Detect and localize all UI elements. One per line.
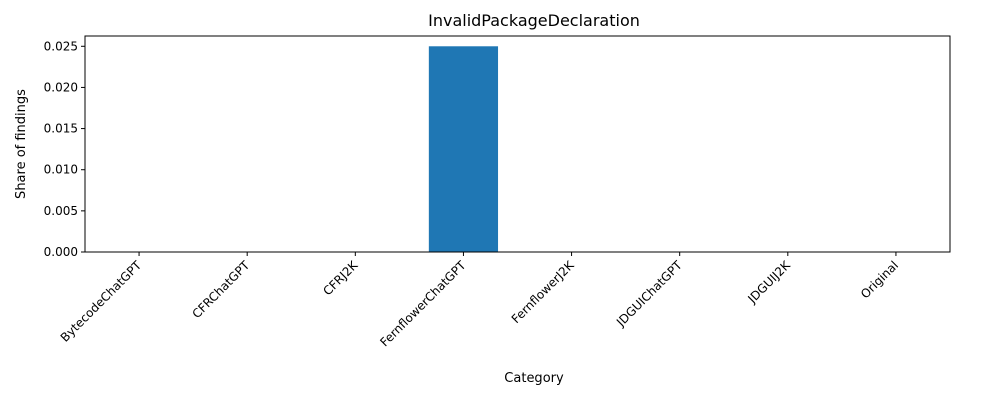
plot-area [428,46,499,253]
y-tick-label: 0.020 [44,80,78,94]
x-tick-label: BytecodeChatGPT [58,258,145,345]
y-tick-label: 0.015 [44,122,78,136]
bar [428,46,499,253]
x-tick-label: JDGUIChatGPT [613,258,685,330]
x-tick-label: FernflowerChatGPT [377,258,469,350]
y-axis: 0.000 0.005 0.010 0.015 0.020 0.025 [44,39,85,259]
x-tick-label: CFRChatGPT [189,258,252,321]
x-tick-label: Original [858,258,901,301]
y-axis-label: Share of findings [14,89,29,199]
y-tick-label: 0.000 [44,245,78,259]
axes-frame [84,35,951,253]
chart-title: InvalidPackageDeclaration [428,11,640,30]
x-tick-label: CFRJ2K [320,257,361,298]
x-tick-label: FernflowerJ2K [509,257,578,326]
y-tick-label: 0.005 [44,204,78,218]
y-tick-label: 0.025 [44,39,78,53]
x-tick-label: JDGUIJ2K [745,257,794,306]
x-axis: BytecodeChatGPT CFRChatGPT CFRJ2K Fernflowe… [58,252,901,349]
x-axis-label: Category [504,371,564,386]
y-tick-label: 0.010 [44,163,78,177]
